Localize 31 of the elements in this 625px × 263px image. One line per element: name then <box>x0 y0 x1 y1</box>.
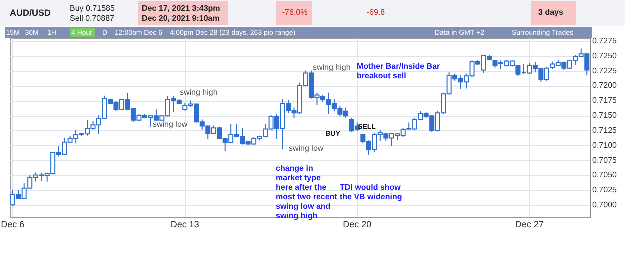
annotation: swing high <box>313 63 351 72</box>
x-tick-label: Dec 20 <box>343 220 372 230</box>
text: Dec 17, 2021 3:43pm <box>142 4 220 13</box>
y-tick-label: 0.7275 <box>592 36 618 46</box>
y-tick-label: 0.7200 <box>592 81 618 90</box>
y-tick-label: 0.7000 <box>592 200 618 210</box>
annotation: swing low <box>289 144 324 153</box>
annotation: TDI would show the VB widening <box>340 183 402 202</box>
y-tick-label: 0.7025 <box>592 186 618 195</box>
annotation: Mother Bar/Inside Bar breakout sell <box>357 62 440 80</box>
y-tick-label: 0.7075 <box>592 156 618 165</box>
text: -69.8 <box>366 8 386 17</box>
x-tick-label: Dec 27 <box>515 220 544 230</box>
y-tick-label: 0.7175 <box>592 96 618 106</box>
chart-title: AUD/USD <box>10 8 52 18</box>
text: Dec 20, 2021 9:10am <box>142 14 220 23</box>
text: Sell 0.70887 <box>70 14 116 23</box>
y-tick-label: 0.7125 <box>592 126 618 135</box>
y-tick-label: 0.7225 <box>592 66 618 76</box>
annotation: swing high <box>180 88 218 97</box>
y-tick-label: 0.7150 <box>592 111 618 120</box>
x-tick-label: Dec 6 <box>1 220 25 230</box>
x-tick-label: Dec 13 <box>170 220 200 230</box>
y-tick-label: 0.7250 <box>592 51 618 60</box>
y-tick-label: 0.7050 <box>592 170 618 180</box>
text: Buy 0.71585 <box>70 4 116 13</box>
y-tick-label: 0.7100 <box>592 140 618 150</box>
text: -76.0% <box>282 8 308 17</box>
annotation: swing low <box>153 120 188 129</box>
annotation: change in market type here after the most two recent swing low and swing high <box>276 164 338 220</box>
text: 3 days <box>538 8 564 17</box>
